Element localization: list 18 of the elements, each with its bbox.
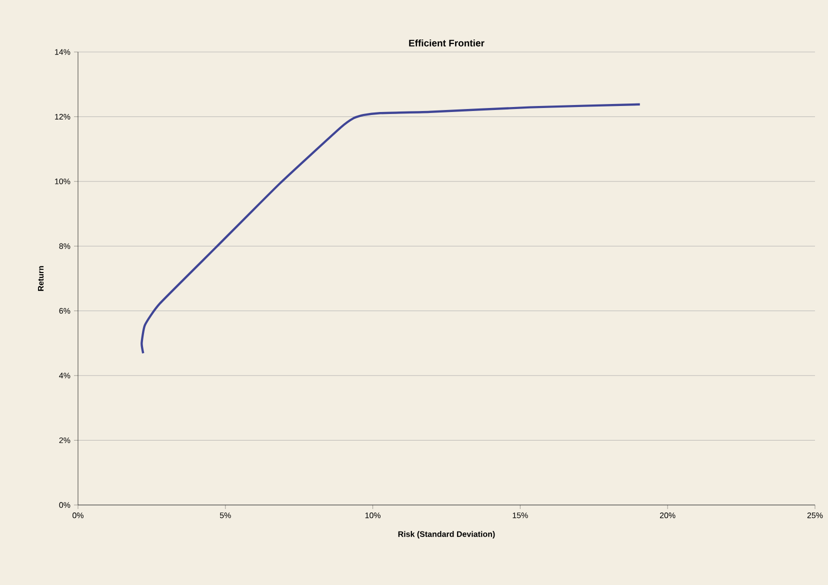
y-tick-label: 8% (59, 243, 70, 249)
x-tick-label: 15% (512, 512, 528, 518)
x-tick-label: 10% (365, 512, 381, 518)
x-tick-label: 20% (660, 512, 676, 518)
y-tick-label: 2% (59, 437, 70, 444)
y-axis-title: Return (38, 266, 44, 291)
x-axis-title: Risk (Standard Deviation) (398, 531, 495, 539)
x-tick-label: 25% (807, 512, 823, 518)
y-tick-label: 14% (55, 49, 70, 55)
y-tick-label: 12% (55, 114, 70, 120)
y-tick-label: 10% (55, 178, 70, 184)
y-tick-label: 4% (59, 372, 70, 378)
x-tick-label: 5% (220, 512, 231, 518)
y-tick-label: 0% (59, 502, 70, 508)
x-tick-label: 0% (72, 512, 84, 518)
line-series (140, 103, 641, 354)
chart-title: Efficient Frontier (409, 39, 484, 46)
y-tick-label: 6% (59, 308, 70, 314)
